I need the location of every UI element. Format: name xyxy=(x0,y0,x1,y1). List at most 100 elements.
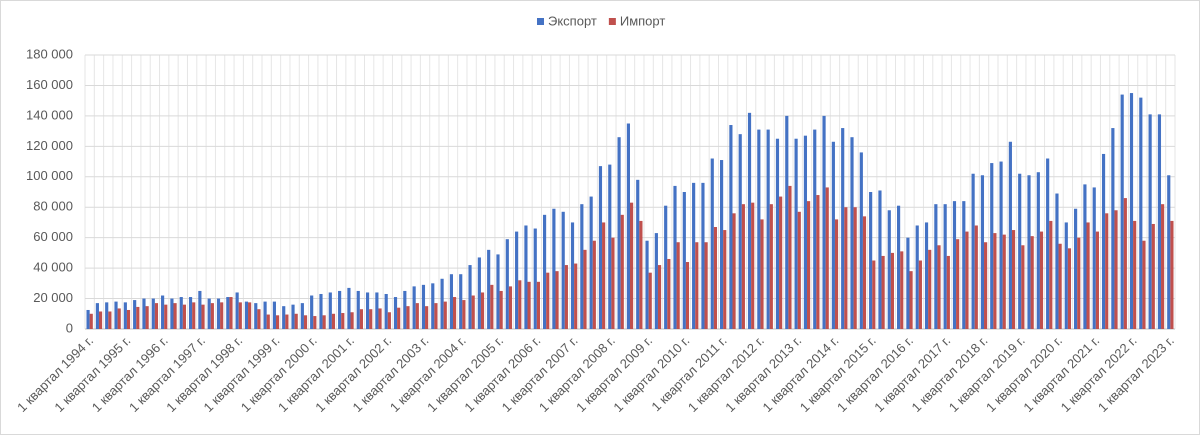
bar xyxy=(328,292,332,329)
y-tick-label: 160 000 xyxy=(26,77,73,92)
bar xyxy=(133,300,137,329)
bar xyxy=(747,112,752,329)
bar xyxy=(207,298,211,329)
bar xyxy=(1083,184,1087,329)
bar xyxy=(387,312,391,329)
bar xyxy=(145,306,149,329)
bar xyxy=(918,260,922,329)
bar xyxy=(1095,231,1099,329)
bar xyxy=(639,220,643,329)
bar xyxy=(369,309,373,329)
bar xyxy=(710,158,714,329)
bar xyxy=(872,260,876,329)
bar xyxy=(415,303,419,329)
bar xyxy=(704,242,708,329)
bar xyxy=(136,306,140,329)
bar xyxy=(751,202,755,329)
bar xyxy=(620,214,624,329)
bar xyxy=(924,222,929,329)
bar xyxy=(654,233,658,329)
bar xyxy=(990,163,994,329)
bar xyxy=(294,313,298,329)
bar xyxy=(1027,175,1031,329)
bar xyxy=(188,297,193,329)
bar xyxy=(384,293,388,329)
legend-label: Импорт xyxy=(620,13,665,28)
bar xyxy=(341,313,345,329)
bar xyxy=(1161,204,1165,329)
bar xyxy=(564,265,568,329)
bar xyxy=(310,295,314,329)
bar xyxy=(105,302,109,329)
bar xyxy=(496,254,500,329)
bar xyxy=(1170,220,1174,329)
bar xyxy=(934,204,938,329)
bar xyxy=(546,272,550,329)
bar xyxy=(201,304,205,329)
bar xyxy=(282,306,286,329)
bar xyxy=(887,210,891,329)
bar xyxy=(956,239,960,329)
bar xyxy=(89,313,93,329)
bar xyxy=(984,242,988,329)
bar xyxy=(303,315,308,329)
bar xyxy=(971,173,975,329)
bar xyxy=(993,233,997,329)
bar xyxy=(98,311,103,329)
bar xyxy=(803,135,808,329)
bar xyxy=(794,138,798,329)
bar xyxy=(980,175,985,329)
bar xyxy=(729,125,733,330)
bar xyxy=(667,258,671,329)
bar xyxy=(238,302,242,329)
bar xyxy=(732,213,736,329)
bar xyxy=(350,312,354,329)
bar xyxy=(1030,236,1034,329)
bar xyxy=(825,187,829,329)
legend-label: Экспорт xyxy=(548,13,597,28)
y-tick-label: 180 000 xyxy=(26,46,73,61)
bar xyxy=(943,204,947,329)
bar xyxy=(244,301,249,329)
bar xyxy=(757,129,761,329)
bar xyxy=(779,196,783,329)
bar xyxy=(1067,248,1072,329)
bar xyxy=(347,287,351,329)
bar xyxy=(574,263,578,329)
bar xyxy=(533,228,537,329)
bar xyxy=(257,309,261,329)
bar xyxy=(552,208,556,329)
bar xyxy=(425,306,429,329)
bar xyxy=(95,303,99,329)
bar xyxy=(1018,173,1022,329)
bar xyxy=(741,204,745,329)
bar xyxy=(313,316,317,329)
bar xyxy=(682,192,686,329)
bar xyxy=(248,302,252,329)
bar xyxy=(592,240,596,329)
bar xyxy=(1046,158,1050,329)
bar xyxy=(589,196,593,329)
bar xyxy=(723,230,727,329)
bar xyxy=(1092,187,1096,329)
bar xyxy=(617,137,621,329)
bar xyxy=(365,292,370,329)
y-tick-label: 100 000 xyxy=(26,168,73,183)
bar xyxy=(182,304,186,329)
bar xyxy=(431,283,435,329)
bar xyxy=(518,280,522,329)
bar xyxy=(626,123,630,329)
bar xyxy=(235,292,239,329)
bar xyxy=(403,290,407,329)
y-tick-label: 80 000 xyxy=(33,199,73,214)
bar xyxy=(999,161,1003,329)
bar xyxy=(1039,231,1044,329)
bar xyxy=(164,304,168,329)
bar xyxy=(974,225,978,329)
bar xyxy=(86,309,90,329)
bar xyxy=(397,307,401,329)
bar xyxy=(462,300,466,329)
bar xyxy=(570,222,575,329)
bar xyxy=(664,205,668,329)
bar xyxy=(648,272,652,329)
